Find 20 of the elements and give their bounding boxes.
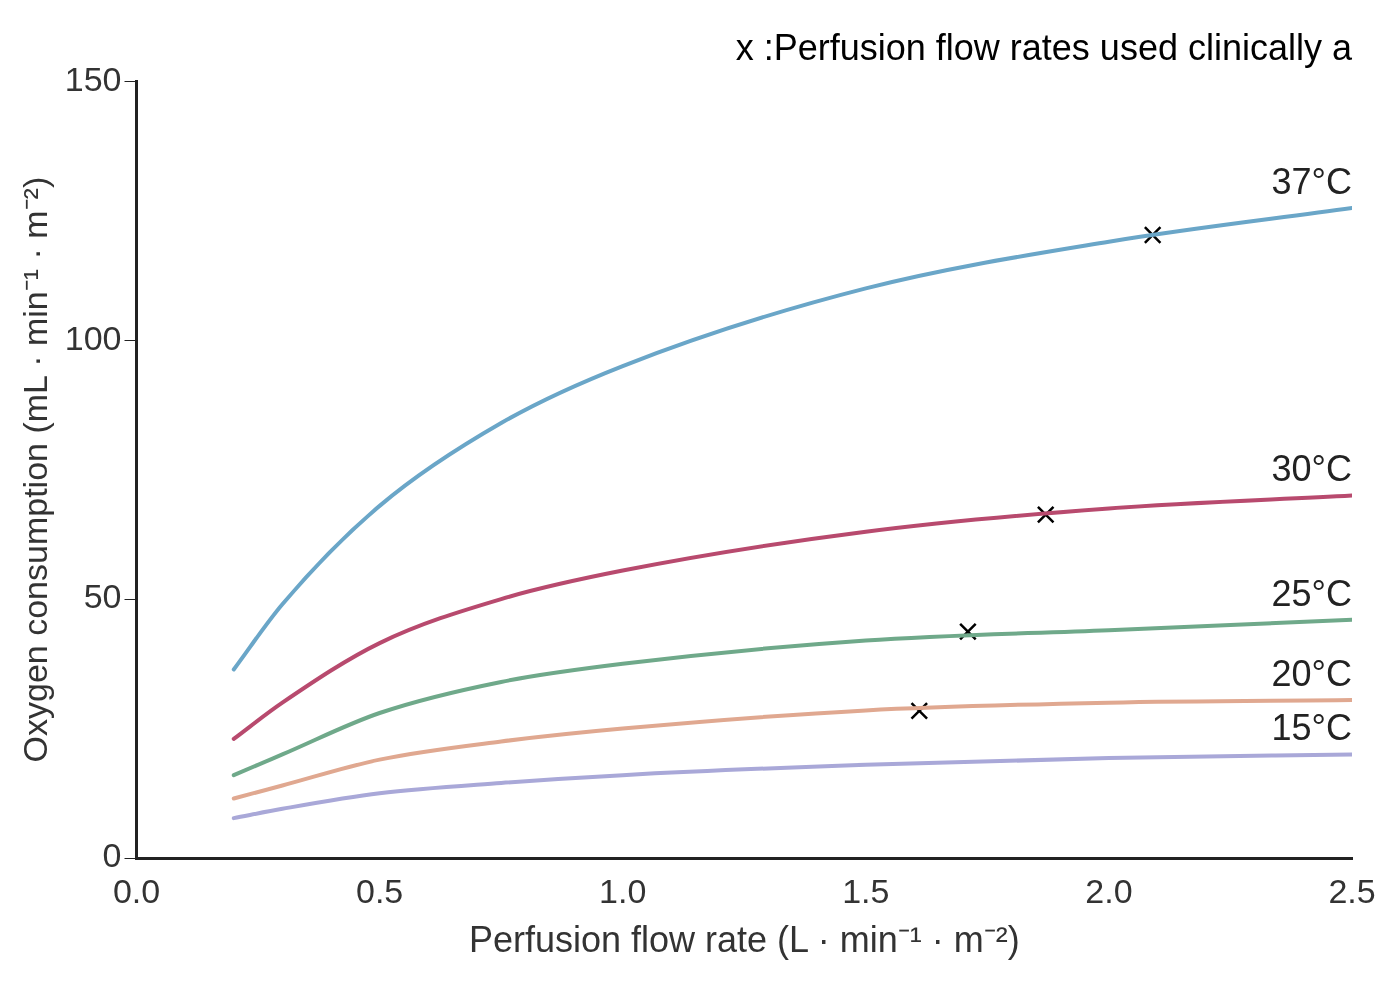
x-tick-label: 1.5 — [842, 871, 890, 910]
line-series — [231, 752, 1352, 821]
x-axis-title: Perfusion flow rate (L · min⁻¹ · m⁻²) — [468, 919, 1020, 961]
chart-title: x :Perfusion flow rates used clinically a — [735, 26, 1353, 68]
line-series — [231, 493, 1352, 741]
y-tick-label: 100 — [64, 318, 122, 357]
x-tick-label: 1.0 — [599, 871, 647, 910]
y-tick-label: 50 — [83, 577, 122, 616]
line-series — [231, 698, 1352, 801]
series-label: 37°C — [1271, 161, 1352, 202]
x-tick-label: 2.5 — [1328, 871, 1376, 910]
series-label: 30°C — [1271, 448, 1352, 490]
y-axis-title: Oxygen consumption (mL · min⁻¹ · m⁻²) — [15, 176, 54, 763]
series-label: 20°C — [1271, 652, 1352, 694]
series-label: 15°C — [1271, 707, 1352, 749]
x-tick-label: 0.5 — [355, 871, 404, 910]
x-tick-label: 2.0 — [1085, 871, 1133, 910]
series-label: 25°C — [1271, 572, 1352, 614]
y-tick-label: 150 — [64, 59, 122, 98]
line-series — [231, 617, 1352, 778]
